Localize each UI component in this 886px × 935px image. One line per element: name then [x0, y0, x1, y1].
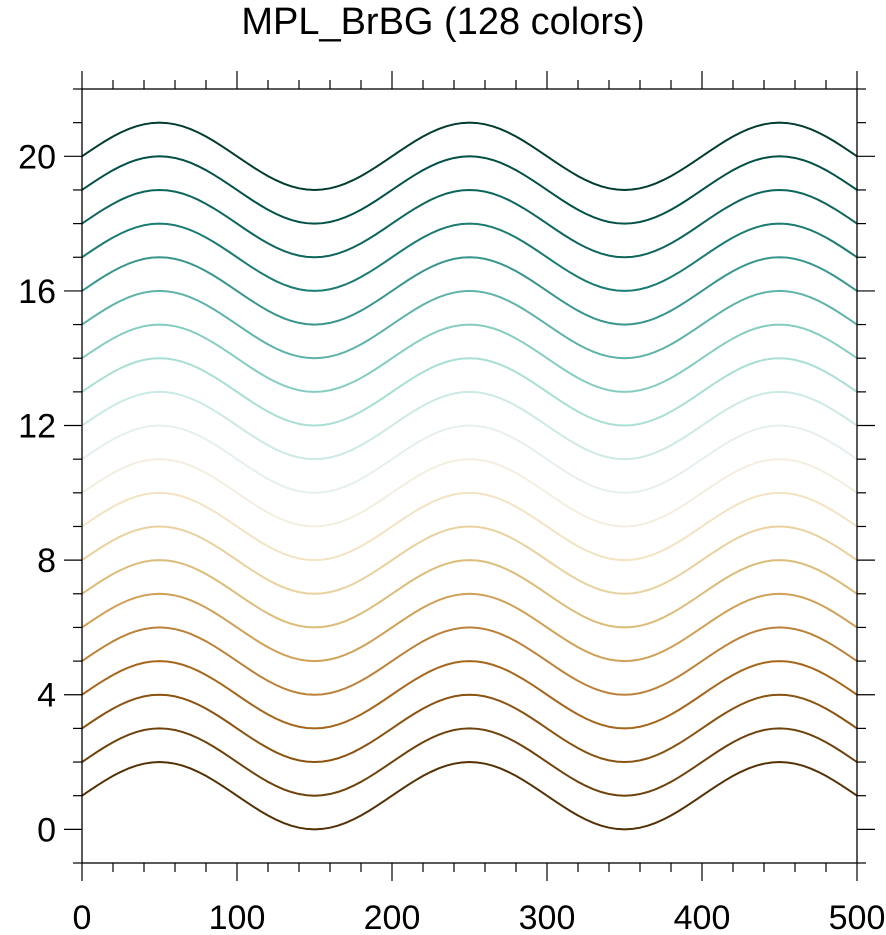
frame-layer	[81, 88, 858, 864]
plot-frame	[81, 88, 858, 864]
x-tick-label: 400	[674, 899, 731, 935]
y-tick-label: 12	[18, 408, 56, 446]
series-line-1	[81, 727, 858, 797]
x-tick-label: 0	[73, 899, 92, 935]
series-line-18	[81, 155, 858, 225]
series-line-15	[81, 256, 858, 326]
series-line-16	[81, 222, 858, 292]
x-tick-label: 200	[364, 899, 421, 935]
series-line-8	[81, 491, 858, 562]
label-layer: 0 100 200 300 400 500 0 4 8 12 16 20	[18, 138, 885, 935]
y-tick-label: 16	[18, 273, 56, 311]
series-line-6	[81, 559, 858, 629]
series-line-19	[81, 121, 858, 191]
x-tick-label: 300	[519, 899, 576, 935]
series-line-9	[81, 458, 858, 528]
x-tick-label: 500	[829, 899, 886, 935]
series-layer	[81, 121, 858, 831]
y-tick-label: 0	[37, 811, 56, 849]
series-line-5	[81, 592, 858, 663]
y-tick-label: 8	[37, 542, 56, 580]
series-line-2	[81, 693, 858, 764]
chart-title: MPL_BrBG (128 colors)	[241, 1, 645, 43]
series-line-10	[81, 424, 858, 494]
series-line-4	[81, 626, 858, 696]
series-line-7	[81, 525, 858, 595]
series-line-0	[81, 761, 858, 831]
series-line-3	[81, 660, 858, 730]
x-tick-label: 100	[209, 899, 266, 935]
series-line-11	[81, 390, 858, 461]
series-line-17	[81, 188, 858, 259]
y-tick-label: 20	[18, 138, 56, 176]
tick-layer	[64, 71, 875, 881]
series-line-12	[81, 357, 858, 427]
series-line-14	[81, 289, 858, 360]
series-line-13	[81, 323, 858, 393]
y-tick-label: 4	[37, 677, 56, 715]
